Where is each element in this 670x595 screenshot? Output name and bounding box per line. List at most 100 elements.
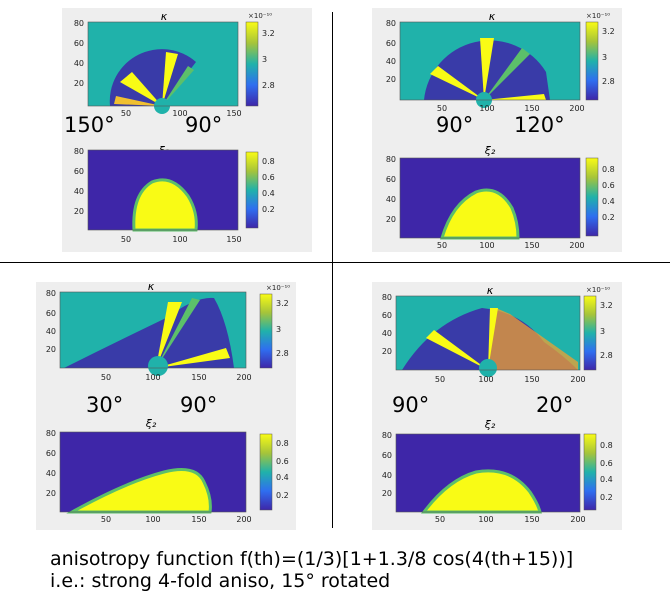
kappa-title: κ: [487, 284, 494, 297]
xtick: 200: [569, 104, 584, 113]
xtick: 200: [569, 241, 584, 250]
angle-label: 20°: [536, 393, 574, 417]
kappa-colorbar: ×10⁻¹⁰ 3.2 3 2.8: [585, 12, 615, 101]
kappa-band-3: [156, 348, 230, 368]
ytick: 20: [382, 347, 392, 356]
caption-line-1: anisotropy function f(th)=(1/3)[1+1.3/8 …: [50, 548, 574, 570]
xtick: 100: [478, 375, 493, 384]
kappa-title: κ: [489, 10, 496, 23]
xi-axes: [87, 149, 239, 232]
ytick: 20: [386, 215, 396, 224]
cb-tick: 0.4: [276, 473, 289, 482]
panel-bottom-right: κ 80 60 40 20 50 100 150 200 ×10⁻¹⁰ 3.2 …: [372, 282, 622, 530]
xi-axes: [399, 157, 581, 240]
colorbar-exponent: ×10⁻¹⁰: [586, 286, 610, 294]
cb-tick: 0.6: [600, 459, 613, 468]
xtick: 50: [121, 235, 131, 244]
cb-tick: 3.2: [600, 301, 613, 310]
ytick: 20: [382, 489, 392, 498]
cb-tick: 0.2: [276, 491, 289, 500]
cb-tick: 3: [276, 325, 281, 334]
panel-top-right: κ 80 60 40 20 50 100 150 200 ×10⁻¹⁰ 3.2: [372, 8, 622, 252]
cb-tick: 2.8: [602, 77, 615, 86]
angle-label: 90°: [436, 113, 474, 137]
panel-bottom-right-graphics: κ 80 60 40 20 50 100 150 200 ×10⁻¹⁰ 3.2 …: [372, 282, 622, 530]
kappa-seed: [148, 356, 168, 376]
ytick: 40: [46, 327, 56, 336]
ytick: 40: [386, 57, 396, 66]
kappa-yticks: 80 60 40 20: [386, 19, 396, 84]
xi-axes: [59, 431, 247, 514]
cb-tick: 0.2: [602, 213, 615, 222]
angle-label: 90°: [180, 393, 218, 417]
kappa-band-2: [488, 308, 498, 370]
cb-tick: 0.4: [262, 189, 275, 198]
kappa-band-1: [488, 308, 578, 370]
kappa-band-2: [480, 38, 494, 100]
xtick: 100: [478, 515, 493, 524]
ytick: 80: [46, 429, 56, 438]
ytick: 80: [46, 289, 56, 298]
kappa-title: κ: [148, 282, 155, 293]
cb-tick: 0.8: [276, 439, 289, 448]
cb-tick: 3.2: [602, 27, 615, 36]
cb-tick: 0.6: [602, 181, 615, 190]
xtick: 100: [479, 241, 494, 250]
ytick: 20: [46, 489, 56, 498]
kappa-fan: [64, 297, 234, 368]
cb-tick: 3: [602, 53, 607, 62]
xtick: 150: [524, 241, 539, 250]
ytick: 60: [386, 39, 396, 48]
xi-colorbar: 0.8 0.6 0.4 0.2: [259, 433, 289, 511]
divider-vertical: [332, 12, 333, 528]
panel-bottom-left-graphics: κ 80 60 40 20 50 100 150 200 ×10⁻¹⁰ 3.2 …: [36, 282, 296, 530]
xtick: 150: [191, 515, 206, 524]
ytick: 20: [46, 345, 56, 354]
xtick: 200: [236, 515, 251, 524]
cb-tick: 3.2: [262, 29, 275, 38]
xtick: 100: [145, 373, 160, 382]
xtick: 50: [435, 375, 445, 384]
kappa-seed: [479, 359, 497, 377]
cb-tick: 2.8: [600, 351, 613, 360]
kappa-axes: [87, 21, 239, 114]
ytick: 80: [386, 19, 396, 28]
cb-tick: 0.2: [600, 493, 613, 502]
ytick: 40: [74, 187, 84, 196]
ytick: 20: [386, 75, 396, 84]
xi-blob: [132, 178, 198, 232]
xi-blob: [420, 469, 542, 514]
xtick: 100: [479, 104, 494, 113]
ytick: 60: [382, 311, 392, 320]
angle-label: 120°: [514, 113, 565, 137]
xtick: 50: [101, 515, 111, 524]
kappa-band-3: [426, 330, 488, 370]
kappa-yticks: 80 60 40 20: [74, 19, 84, 88]
kappa-colorbar: ×10⁻¹⁰ 3.2 3 2.8: [583, 286, 613, 371]
cb-tick: 3: [262, 55, 267, 64]
cb-tick: 0.8: [262, 157, 275, 166]
ytick: 80: [74, 147, 84, 156]
xi-title: ξ₂: [484, 144, 496, 157]
xtick: 50: [435, 515, 445, 524]
kappa-axes: [59, 291, 247, 376]
xtick: 150: [524, 515, 539, 524]
cb-tick: 0.6: [262, 173, 275, 182]
xi-colorbar: 0.8 0.6 0.4 0.2: [245, 151, 275, 229]
cb-tick: 2.8: [276, 349, 289, 358]
ytick: 40: [46, 469, 56, 478]
xi-blob: [439, 188, 520, 240]
kappa-xticks: 50 100 150 200: [101, 373, 252, 382]
cb-tick: 3.2: [276, 299, 289, 308]
ytick: 20: [74, 207, 84, 216]
cb-tick: 0.4: [602, 197, 615, 206]
cb-tick: 2.8: [262, 81, 275, 90]
kappa-band-4: [114, 96, 162, 106]
kappa-colorbar: ×10⁻¹⁰ 3.2 3 2.8: [245, 12, 275, 107]
caption-line-2: i.e.: strong 4-fold aniso, 15° rotated: [50, 570, 391, 592]
angle-label: 30°: [86, 393, 124, 417]
ytick: 20: [74, 79, 84, 88]
xtick: 200: [236, 373, 251, 382]
panel-bottom-left: κ 80 60 40 20 50 100 150 200 ×10⁻¹⁰ 3.2 …: [36, 282, 296, 530]
ytick: 60: [46, 309, 56, 318]
